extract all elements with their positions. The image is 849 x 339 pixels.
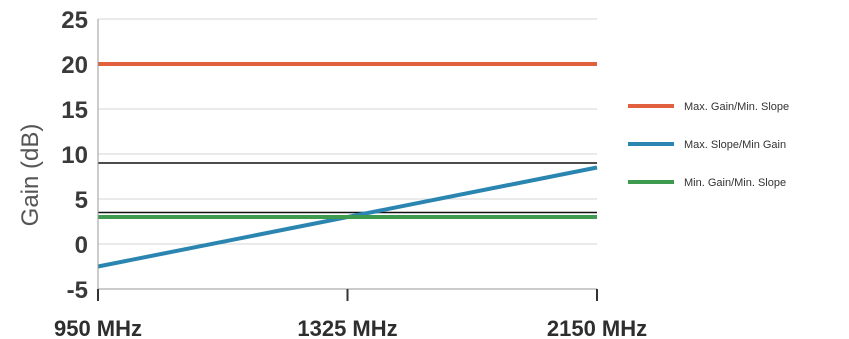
y-tick-label: 15	[61, 97, 88, 124]
x-tick-label: 950 MHz	[54, 316, 142, 339]
reference-lines	[98, 162, 597, 214]
gridlines	[98, 18, 597, 290]
x-tick-labels: 950 MHz 1325 MHz 2150 MHz	[54, 316, 647, 339]
y-tick-label: 0	[75, 232, 88, 259]
legend: Max. Gain/Min. Slope Max. Slope/Min Gain M…	[628, 101, 789, 189]
legend-label-1: Max. Gain/Min. Slope	[684, 101, 789, 113]
y-tick-label: 10	[61, 142, 88, 169]
axes	[97, 19, 598, 301]
x-tick-label: 1325 MHz	[297, 316, 397, 339]
y-tick-label: 5	[75, 187, 88, 214]
y-axis-label: Gain (dB)	[17, 124, 44, 227]
y-tick-label: -5	[67, 277, 88, 304]
x-tick-label: 2150 MHz	[547, 316, 647, 339]
legend-label-2: Max. Slope/Min Gain	[684, 139, 786, 151]
series-lines	[97, 62, 598, 269]
y-tick-label: 25	[61, 7, 88, 34]
y-tick-labels: 25 20 15 10 5 0 -5	[61, 7, 88, 304]
y-tick-label: 20	[61, 52, 88, 79]
legend-label-3: Min. Gain/Min. Slope	[684, 177, 786, 189]
